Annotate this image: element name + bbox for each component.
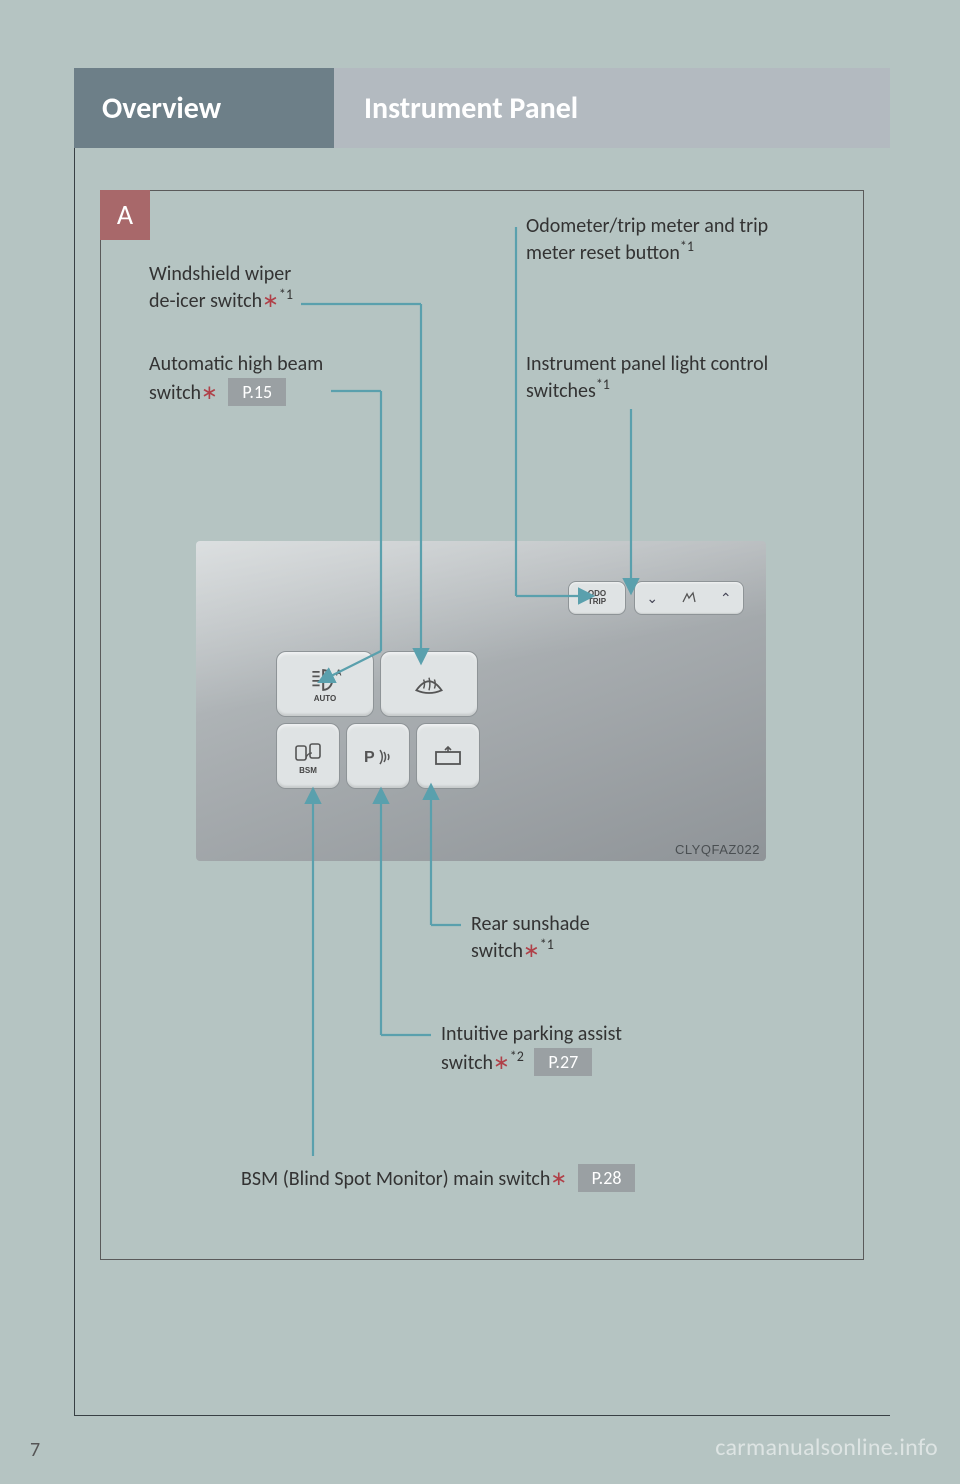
watermark: carmanualsonline.info bbox=[715, 1433, 938, 1462]
page-ref: P.28 bbox=[578, 1164, 636, 1192]
odo-trip-button: ODO TRIP bbox=[568, 581, 626, 615]
page-ref: P.27 bbox=[534, 1048, 592, 1076]
asterisk-icon: ∗ bbox=[201, 381, 218, 405]
asterisk-icon: ∗ bbox=[262, 289, 279, 313]
high-beam-icon: A bbox=[307, 666, 343, 694]
label-auto-high-beam: Automatic high beam switch∗ P.15 bbox=[149, 351, 323, 407]
windshield-deicer-button bbox=[380, 651, 478, 717]
chevron-down-icon: ⌄ bbox=[646, 590, 658, 607]
switch-cluster: A AUTO bbox=[276, 651, 496, 795]
label-parking-assist: Intuitive parking assist switch∗*2 P.27 bbox=[441, 1021, 622, 1077]
asterisk-icon: ∗ bbox=[493, 1051, 510, 1075]
instrument-panel-photo: ODO TRIP ⌄ ⌃ A bbox=[196, 541, 766, 861]
photo-tag: CLYQFAZ022 bbox=[675, 842, 760, 857]
parking-assist-button: P bbox=[346, 723, 410, 789]
bsm-icon bbox=[290, 738, 326, 766]
dash-light-icon bbox=[681, 591, 697, 605]
parking-sensor-icon: P bbox=[360, 742, 396, 770]
light-control-buttons: ⌄ ⌃ bbox=[634, 581, 744, 615]
diagram-box: A Windshield wiper de-icer switch∗*1 Aut… bbox=[100, 190, 864, 1260]
page-header: Overview Instrument Panel bbox=[74, 68, 890, 148]
label-bsm: BSM (Blind Spot Monitor) main switch∗ P.… bbox=[241, 1164, 635, 1193]
svg-text:A: A bbox=[336, 668, 342, 677]
asterisk-icon: ∗ bbox=[523, 939, 540, 963]
label-windshield-wiper-deicer: Windshield wiper de-icer switch∗*1 bbox=[149, 261, 293, 315]
sunshade-icon bbox=[430, 742, 466, 770]
rear-sunshade-button bbox=[416, 723, 480, 789]
page-ref: P.15 bbox=[228, 378, 286, 406]
label-odometer: Odometer/trip meter and trip meter reset… bbox=[526, 213, 768, 267]
label-panel-light: Instrument panel light control switches*… bbox=[526, 351, 768, 405]
chevron-up-icon: ⌃ bbox=[720, 590, 732, 607]
top-controls: ODO TRIP ⌄ ⌃ bbox=[568, 581, 744, 615]
bsm-button: BSM bbox=[276, 723, 340, 789]
overview-tab: Overview bbox=[74, 68, 334, 148]
asterisk-icon: ∗ bbox=[550, 1167, 567, 1191]
section-title: Instrument Panel bbox=[334, 68, 890, 148]
svg-text:P: P bbox=[364, 749, 375, 766]
auto-high-beam-button: A AUTO bbox=[276, 651, 374, 717]
view-badge-a: A bbox=[100, 190, 150, 240]
page-number: 7 bbox=[30, 1438, 40, 1462]
manual-page: Overview Instrument Panel A Windshield w… bbox=[0, 0, 960, 1484]
defrost-icon bbox=[411, 670, 447, 698]
label-rear-sunshade: Rear sunshade switch∗*1 bbox=[471, 911, 590, 965]
